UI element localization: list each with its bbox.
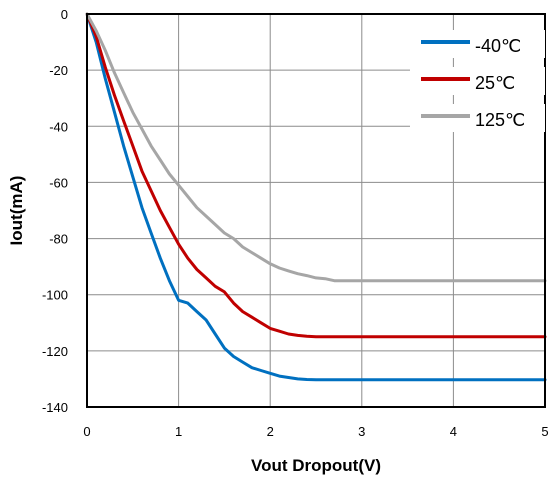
x-tick-label: 2	[267, 424, 274, 439]
series-line-2	[85, 12, 547, 339]
y-tick-label: -140	[42, 400, 68, 415]
x-tick-label: 0	[83, 424, 90, 439]
y-tick-label: -40	[49, 119, 68, 134]
y-tick-label: -20	[49, 63, 68, 78]
series-line-1	[85, 12, 547, 382]
plot-area-frame	[86, 13, 546, 408]
legend-label: 125℃	[475, 110, 525, 130]
x-axis-title: Vout Dropout(V)	[251, 456, 381, 475]
y-tick-label: -60	[49, 175, 68, 190]
series-line-3	[85, 12, 547, 283]
plot-series	[85, 12, 547, 382]
x-tick-label: 5	[541, 424, 548, 439]
y-tick-label: 0	[61, 7, 68, 22]
y-axis-title: Iout(mA)	[7, 176, 26, 246]
y-tick-label: -80	[49, 232, 68, 247]
grid	[87, 14, 545, 407]
x-tick-label: 4	[450, 424, 457, 439]
legend: -40℃ 25℃ 125℃	[410, 30, 545, 132]
x-tick-label: 3	[358, 424, 365, 439]
legend-label: 25℃	[475, 73, 515, 93]
tick-labels: 0 1 2 3 4 5 0 -20 -40 -60 -80 -100 -120 -140	[42, 7, 549, 439]
y-tick-label: -100	[42, 288, 68, 303]
x-tick-label: 1	[175, 424, 182, 439]
y-tick-label: -120	[42, 344, 68, 359]
legend-label: -40℃	[475, 36, 521, 56]
